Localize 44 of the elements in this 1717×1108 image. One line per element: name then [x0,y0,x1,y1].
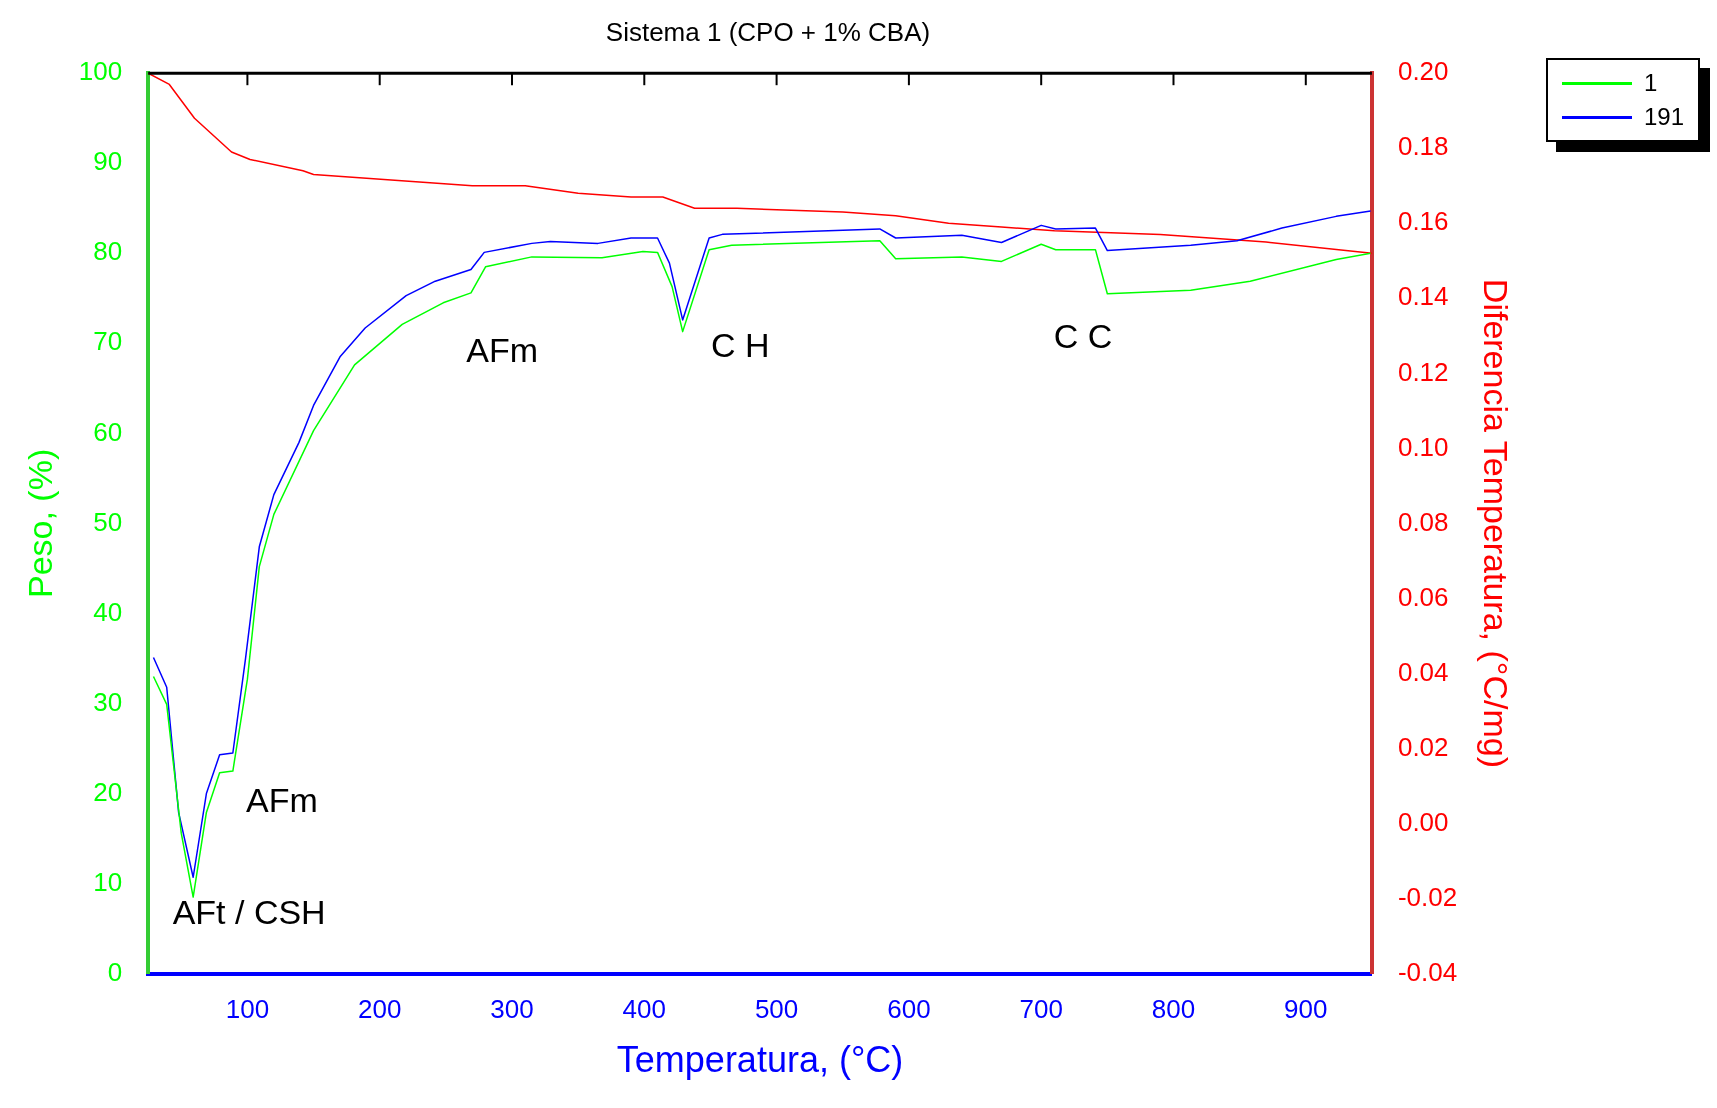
y2-tick-label: 0.18 [1397,131,1449,162]
x-tick-label: 700 [1019,994,1063,1025]
y2-tick-label: 0.10 [1397,431,1449,462]
legend-label: 191 [1643,102,1684,132]
y-axis-title: Peso, (%) [20,448,59,599]
y-tick-label: 30 [93,686,123,717]
y2-tick-label: 0.04 [1397,656,1449,687]
y-tick-label: 100 [78,56,123,87]
y-tick-label: 20 [93,776,123,807]
x-tick-label: 900 [1284,994,1328,1025]
x-axis-title: Temperatura, (°C) [616,1039,904,1081]
annotation: C H [711,326,770,365]
y2-tick-label: 0.20 [1397,56,1449,87]
y2-tick-label: 0.08 [1397,506,1449,537]
chart-title: Sistema 1 (CPO + 1% CBA) [605,16,931,47]
annotation: C C [1053,317,1113,356]
y-tick-label: 80 [93,236,123,267]
annotation: AFm [246,780,318,819]
y2-tick-label: 0.12 [1397,356,1449,387]
x-tick-label: 200 [358,994,402,1025]
y-tick-label: 0 [107,956,123,987]
y2-tick-label: -0.04 [1397,956,1458,987]
y2-tick-label: 0.14 [1397,281,1449,312]
y-tick-label: 40 [93,596,123,627]
annotation: AFm [466,330,539,369]
legend-label: 1 [1643,68,1658,98]
y2-axis-title: Diferencia Temperatura, (°C/mg) [1477,278,1516,768]
annotation: AFt / CSH [172,893,326,932]
y2-tick-label: 0.16 [1397,206,1449,237]
x-tick-label: 600 [887,994,931,1025]
x-tick-label: 500 [754,994,799,1025]
x-tick-label: 300 [490,994,534,1025]
y-tick-label: 10 [93,866,123,897]
y-tick-label: 90 [93,146,123,177]
y2-tick-label: 0.06 [1397,581,1449,612]
y-tick-label: 50 [93,506,123,537]
y2-tick-label: 0.00 [1397,806,1449,837]
x-tick-label: 100 [225,994,270,1025]
y2-tick-label: -0.02 [1397,881,1458,912]
y-tick-label: 70 [93,326,123,357]
x-tick-label: 800 [1151,994,1196,1025]
y2-tick-label: 0.02 [1397,731,1449,762]
y-tick-label: 60 [93,416,123,447]
x-tick-label: 400 [622,994,666,1025]
